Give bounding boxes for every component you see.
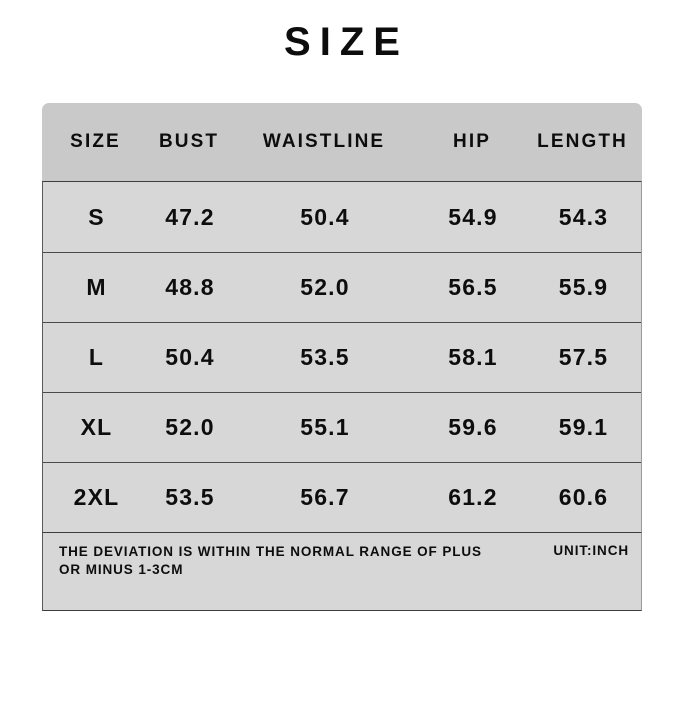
table-row: S 47.2 50.4 54.9 54.3 (43, 182, 641, 252)
cell-size: 2XL (73, 484, 120, 510)
cell-hip: 59.6 (448, 414, 498, 440)
column-header-length: LENGTH (537, 131, 628, 152)
cell-length: 59.1 (558, 414, 609, 440)
column-header-hip: HIP (453, 131, 491, 152)
cell-bust: 47.2 (165, 203, 215, 230)
cell-waistline: 53.5 (300, 344, 350, 370)
table-row: XL 52.0 55.1 59.6 59.1 (43, 392, 641, 462)
unit-label: UNIT:INCH (553, 543, 629, 558)
cell-size: L (88, 344, 105, 370)
column-header-bust: BUST (158, 131, 220, 152)
table-row: 2XL 53.5 56.7 61.2 60.6 (43, 462, 641, 532)
page-title: SIZE (284, 20, 409, 64)
column-header-waistline: WAISTLINE (262, 131, 386, 152)
table-header: SIZE BUST WAISTLINE HIP LENGTH (42, 103, 642, 181)
cell-bust: 50.4 (165, 344, 215, 370)
cell-hip: 61.2 (448, 484, 498, 510)
deviation-note: THE DEVIATION IS WITHIN THE NORMAL RANGE… (59, 544, 482, 577)
size-chart-table: SIZE BUST WAISTLINE HIP LENGTH S 47.2 50… (42, 103, 642, 611)
cell-length: 60.6 (558, 484, 609, 510)
cell-length: 57.5 (558, 344, 609, 370)
cell-waistline: 50.4 (300, 203, 350, 230)
cell-size: M (86, 274, 107, 300)
cell-size: XL (80, 414, 113, 440)
cell-waistline: 56.7 (300, 484, 350, 510)
column-header-size: SIZE (70, 131, 121, 152)
header-row: SIZE BUST WAISTLINE HIP LENGTH (42, 103, 642, 181)
cell-hip: 58.1 (448, 344, 498, 370)
cell-waistline: 52.0 (300, 274, 350, 300)
cell-waistline: 55.1 (300, 414, 350, 440)
cell-bust: 48.8 (165, 274, 215, 300)
cell-length: 54.3 (558, 203, 609, 230)
cell-bust: 52.0 (165, 414, 215, 440)
cell-bust: 53.5 (165, 484, 215, 510)
table-footer: THE DEVIATION IS WITHIN THE NORMAL RANGE… (42, 533, 642, 611)
cell-hip: 56.5 (448, 274, 498, 300)
cell-size: S (88, 203, 105, 230)
table-row: L 50.4 53.5 58.1 57.5 (43, 322, 641, 392)
cell-length: 55.9 (558, 274, 609, 300)
table-row: M 48.8 52.0 56.5 55.9 (43, 252, 641, 322)
table-body: S 47.2 50.4 54.9 54.3 M 48.8 52.0 56.5 5… (42, 181, 642, 533)
cell-hip: 54.9 (448, 203, 498, 230)
